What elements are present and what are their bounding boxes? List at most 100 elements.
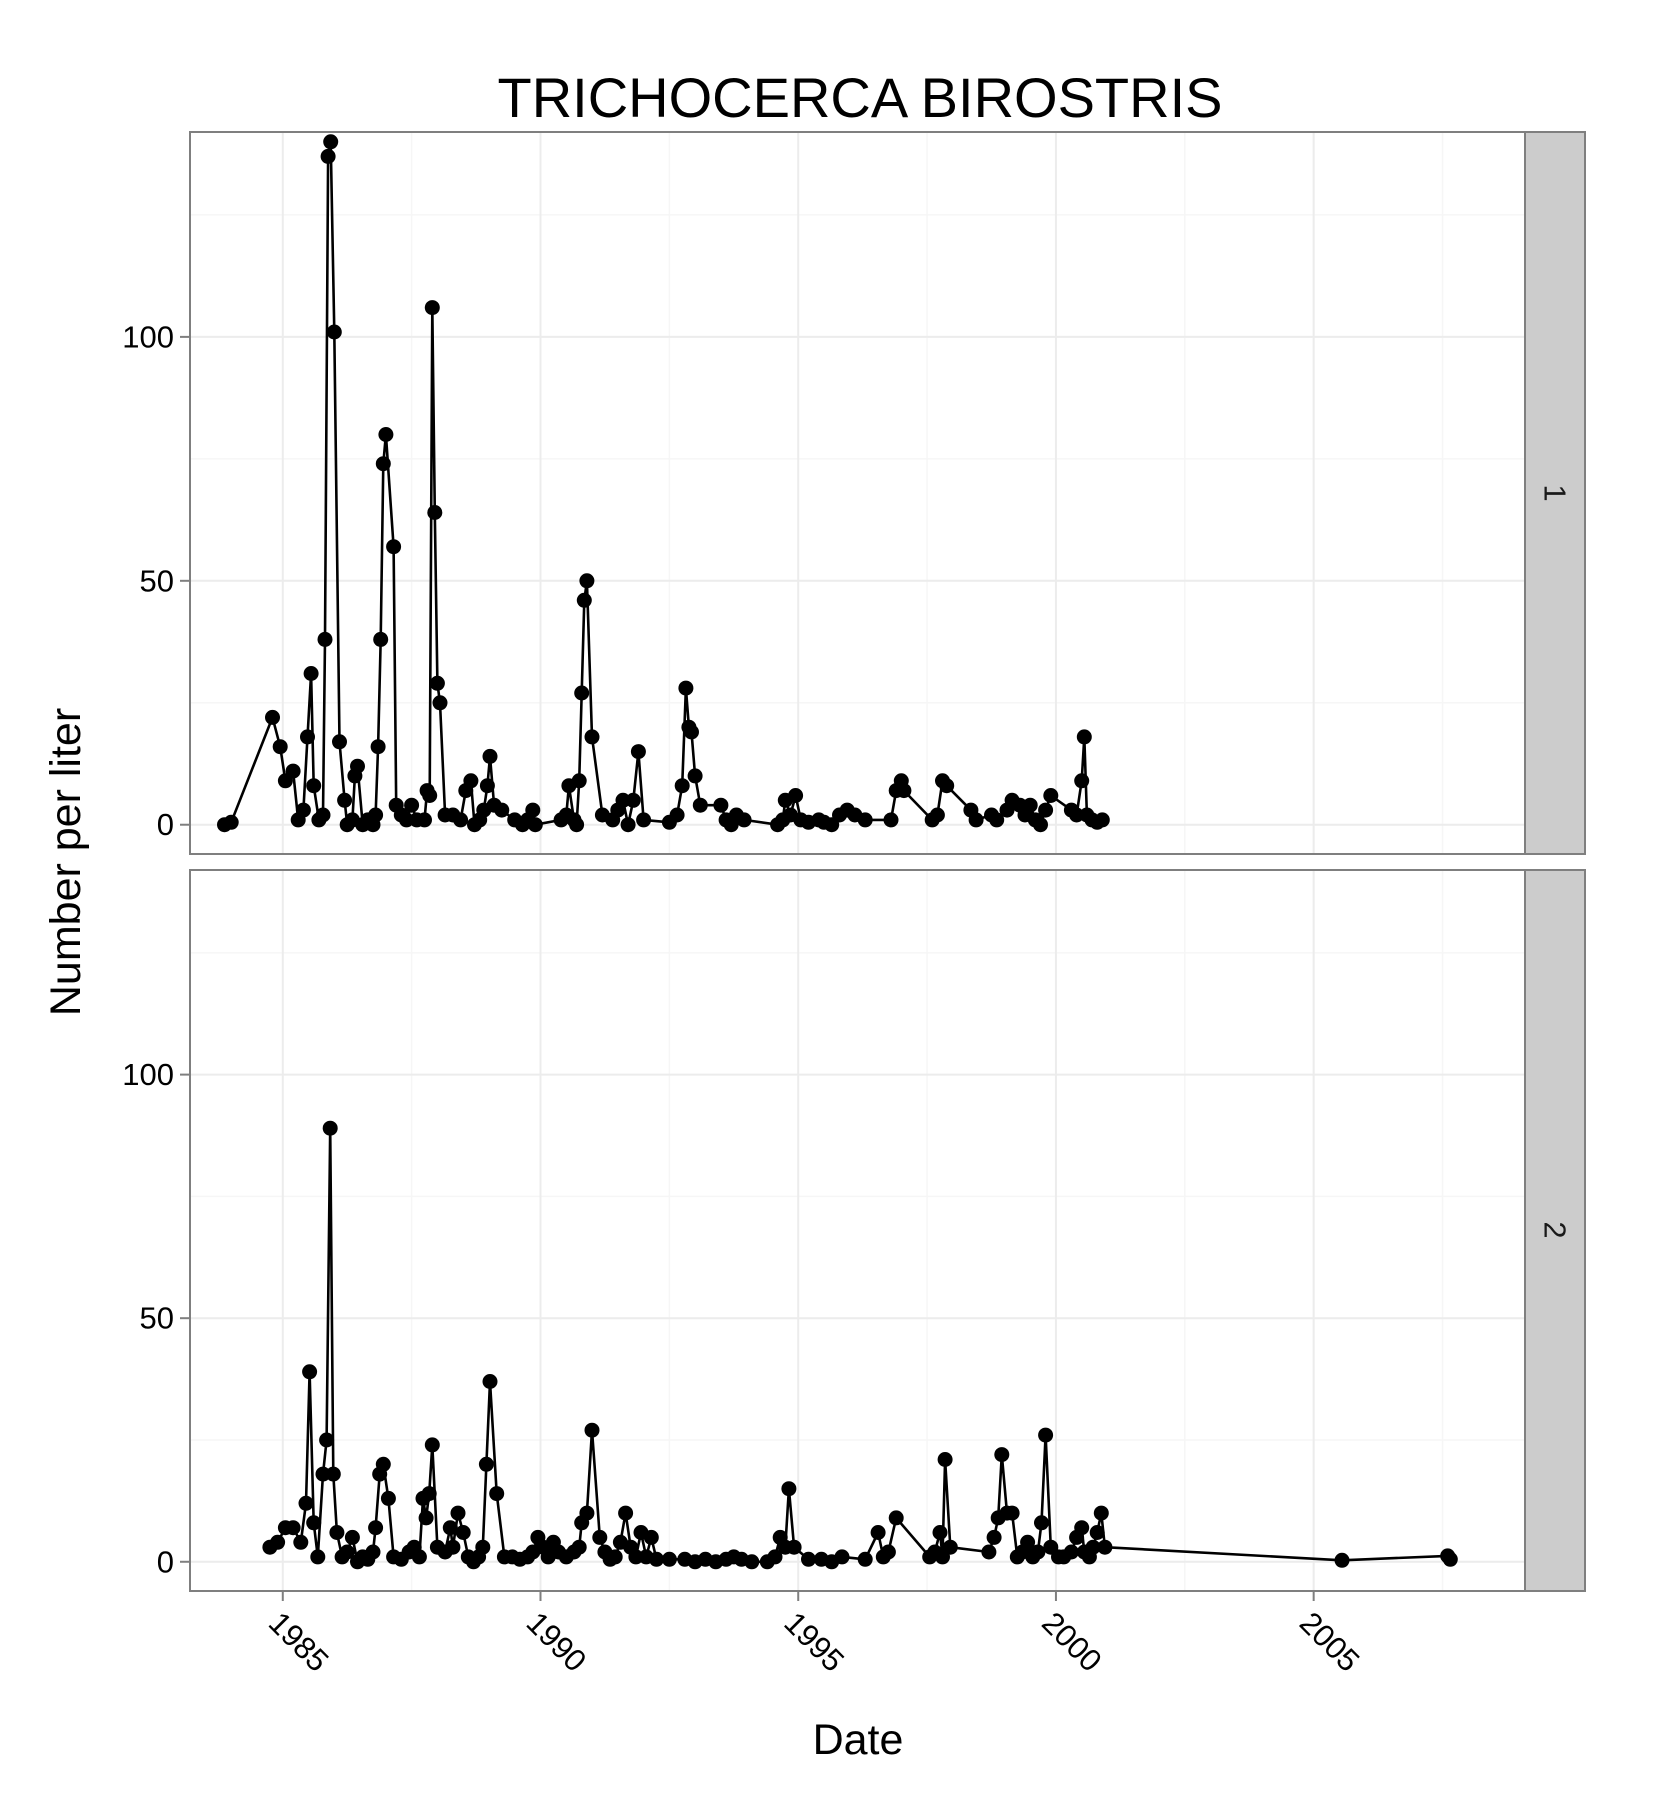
data-point [339, 1544, 355, 1560]
data-point [1022, 797, 1038, 813]
data-point [450, 1505, 466, 1521]
x-tick-label: 1990 [520, 1605, 594, 1679]
data-point [285, 763, 301, 779]
data-point [857, 1551, 873, 1567]
data-point [494, 802, 510, 818]
panel-2: 0 50 100 2 [122, 869, 1586, 1592]
data-point [896, 783, 912, 799]
data-point [994, 1447, 1010, 1463]
panel-2-series [262, 1120, 1458, 1570]
x-tick-label: 1995 [777, 1605, 851, 1679]
data-point [880, 1544, 896, 1560]
data-point [684, 724, 699, 740]
panel-1: 0 50 100 1 [122, 131, 1586, 855]
data-point [687, 768, 703, 784]
data-point [411, 1549, 427, 1565]
data-point [272, 739, 288, 755]
data-point [592, 1529, 608, 1545]
data-point [365, 1544, 381, 1560]
y-tick-label: 50 [140, 563, 174, 598]
data-point [674, 778, 690, 794]
data-point [986, 1529, 1002, 1545]
panel-2-background [190, 870, 1525, 1591]
data-point [584, 729, 600, 745]
data-point [310, 1549, 326, 1565]
data-point [744, 1554, 760, 1570]
data-point [569, 817, 585, 833]
data-point [399, 812, 414, 828]
data-point [429, 675, 445, 691]
data-point [1093, 1505, 1109, 1521]
data-point [571, 773, 587, 789]
data-point [857, 812, 873, 828]
data-point [373, 631, 389, 647]
data-point [870, 1525, 886, 1540]
data-point [317, 631, 333, 647]
data-point [579, 573, 595, 589]
data-point [781, 1481, 797, 1497]
data-point [883, 812, 899, 828]
data-point [607, 1549, 623, 1565]
data-point [1063, 1544, 1079, 1560]
x-tick-label: 2000 [1035, 1605, 1109, 1679]
data-point [427, 505, 443, 520]
x-axis-title: Date [813, 1716, 904, 1764]
data-point [620, 817, 636, 833]
data-point [323, 134, 339, 150]
data-point [625, 792, 641, 808]
panel-1-strip [1524, 131, 1586, 855]
data-point [482, 1374, 498, 1389]
data-point [319, 1432, 335, 1448]
data-point [669, 807, 685, 823]
data-point [1076, 729, 1092, 745]
data-point [643, 1529, 659, 1545]
data-point [981, 1544, 997, 1560]
data-point [404, 797, 420, 813]
y-axis-title: Number per liter [42, 708, 90, 1016]
data-point [442, 1520, 458, 1536]
data-point [350, 758, 365, 774]
data-point [370, 739, 386, 755]
data-point [932, 1525, 948, 1540]
data-point [939, 778, 955, 794]
panel-2-strip [1524, 869, 1586, 1592]
data-point [1004, 1505, 1020, 1521]
data-point [326, 324, 342, 340]
x-tick-label: 1985 [262, 1605, 336, 1679]
data-point [788, 788, 804, 803]
data-point [692, 797, 708, 813]
data-point [630, 744, 646, 760]
x-axis: 1985 1990 1995 2000 2005 [262, 1591, 1366, 1679]
data-point [421, 1486, 437, 1502]
data-point [424, 1437, 440, 1453]
data-point [525, 802, 541, 818]
data-point [1097, 1539, 1113, 1555]
data-point [378, 427, 394, 442]
data-point [386, 539, 402, 555]
data-point [584, 1422, 600, 1438]
data-point [1038, 802, 1054, 818]
panel-1-background [190, 132, 1525, 854]
data-point [293, 1534, 309, 1550]
data-point [302, 1364, 318, 1380]
data-point [300, 729, 315, 745]
y-tick-label: 100 [122, 319, 174, 354]
data-point [801, 1551, 816, 1567]
data-point [767, 1549, 783, 1565]
data-point [579, 1505, 595, 1521]
panel-2-grid [190, 870, 1525, 1591]
y-tick-label: 0 [157, 1544, 174, 1579]
data-point [322, 1120, 338, 1136]
data-point [649, 1551, 664, 1567]
y-tick-label: 50 [140, 1301, 174, 1336]
data-point [1030, 1544, 1046, 1560]
data-point [1074, 1520, 1090, 1536]
data-point [1020, 1534, 1036, 1550]
data-point [368, 807, 384, 823]
data-point [479, 778, 495, 794]
data-point [1033, 817, 1048, 833]
data-point [628, 1549, 644, 1565]
panel-2-strip-label: 2 [1538, 1221, 1573, 1238]
